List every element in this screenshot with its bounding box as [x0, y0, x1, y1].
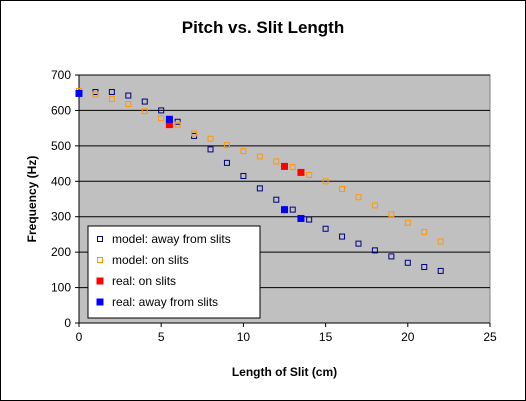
x-tick-label: 25 — [483, 330, 497, 344]
data-point — [371, 247, 378, 254]
legend: model: away from slits model: on slits rea… — [87, 225, 261, 319]
data-point — [289, 206, 296, 213]
data-point — [322, 178, 329, 185]
data-point — [388, 211, 395, 218]
y-tick-label: 700 — [51, 68, 71, 82]
data-point — [404, 259, 411, 266]
data-point — [240, 148, 247, 155]
chart-title: Pitch vs. Slit Length — [181, 18, 345, 37]
data-point — [158, 107, 165, 114]
data-points — [75, 87, 444, 274]
y-tick-label: 600 — [51, 103, 71, 117]
data-point — [437, 267, 444, 274]
data-point — [207, 146, 214, 153]
y-tick-label: 200 — [51, 245, 71, 259]
data-point — [256, 185, 263, 192]
data-point — [141, 108, 148, 115]
data-point — [125, 101, 132, 108]
data-point — [339, 186, 346, 193]
x-axis-label: Length of Slit (cm) — [232, 365, 337, 379]
data-point — [165, 115, 173, 123]
data-point — [421, 264, 428, 271]
legend-entry: real: on slits — [112, 274, 176, 288]
legend-entry: model: away from slits — [112, 232, 231, 246]
y-tick-label: 500 — [51, 139, 71, 153]
data-point — [339, 233, 346, 240]
data-point — [125, 92, 132, 99]
x-tick-label: 15 — [319, 330, 333, 344]
x-tick-label: 20 — [401, 330, 415, 344]
data-point — [223, 142, 230, 149]
data-point — [355, 194, 362, 201]
y-axis-label: Frequency (Hz) — [25, 156, 39, 243]
data-point — [256, 153, 263, 160]
data-point — [223, 159, 230, 166]
data-point — [207, 135, 214, 142]
legend-marker — [97, 236, 103, 242]
data-point — [404, 219, 411, 226]
y-tick-label: 400 — [51, 174, 71, 188]
series-3 — [75, 89, 305, 222]
data-point — [421, 228, 428, 235]
data-point — [75, 89, 83, 97]
data-point — [355, 240, 362, 247]
y-tick-label: 100 — [51, 281, 71, 295]
data-point — [281, 206, 288, 214]
x-tick-label: 5 — [158, 330, 165, 344]
x-tick-label: 10 — [237, 330, 251, 344]
data-point — [191, 130, 198, 137]
legend-entry: real: away from slits — [112, 295, 218, 309]
legend-marker — [97, 257, 103, 263]
data-point — [297, 168, 305, 176]
data-point — [108, 89, 115, 96]
y-tick-label: 0 — [64, 316, 71, 330]
axes — [75, 74, 491, 327]
data-point — [371, 202, 378, 209]
data-point — [92, 91, 99, 98]
data-point — [388, 253, 395, 260]
data-point — [289, 164, 296, 171]
legend-entry: model: on slits — [112, 253, 189, 267]
x-tick-label: 0 — [76, 330, 83, 344]
data-point — [437, 238, 444, 245]
data-point — [306, 216, 313, 223]
legend-marker — [96, 277, 104, 285]
tick-labels: 0 100 200 300 400 500 600 700 0 5 10 15 20 25 — [51, 68, 497, 344]
data-point — [297, 214, 305, 222]
gridlines — [79, 74, 490, 289]
data-point — [322, 225, 329, 232]
data-point — [281, 162, 288, 170]
data-point — [273, 196, 280, 203]
data-point — [174, 121, 181, 128]
data-point — [158, 115, 165, 122]
legend-box — [87, 225, 261, 319]
data-point — [240, 172, 247, 179]
data-point — [273, 158, 280, 165]
y-tick-label: 300 — [51, 210, 71, 224]
data-point — [108, 96, 115, 103]
data-point — [306, 171, 313, 178]
data-point — [141, 98, 148, 105]
legend-marker — [96, 298, 104, 306]
